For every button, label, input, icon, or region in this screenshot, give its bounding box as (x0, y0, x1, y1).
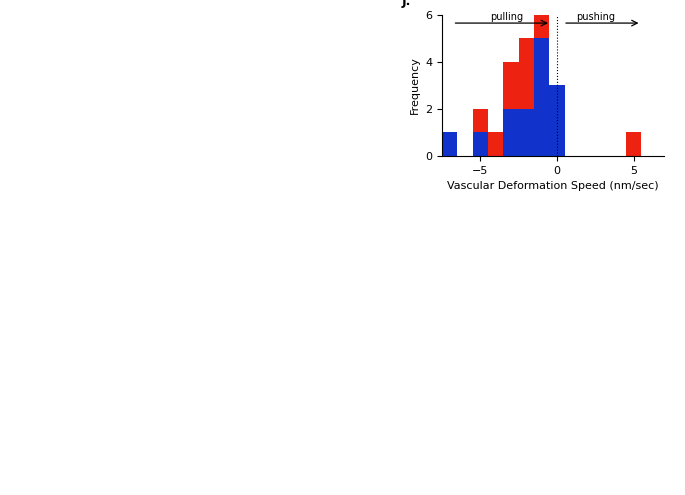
Bar (473, 109, 488, 132)
Text: J.: J. (401, 0, 411, 8)
Bar (549, 85, 564, 156)
Bar (442, 132, 457, 156)
Bar (534, 0, 549, 39)
Bar (488, 132, 503, 156)
Bar (626, 132, 641, 156)
Text: pulling: pulling (490, 12, 523, 22)
Y-axis label: Frequency: Frequency (410, 56, 419, 114)
Bar (503, 109, 519, 156)
Bar (519, 109, 534, 156)
Bar (534, 39, 549, 156)
Bar (519, 39, 534, 109)
Bar (473, 132, 488, 156)
Text: pushing: pushing (576, 12, 615, 22)
X-axis label: Vascular Deformation Speed (nm/sec): Vascular Deformation Speed (nm/sec) (447, 181, 659, 191)
Bar (503, 62, 519, 109)
